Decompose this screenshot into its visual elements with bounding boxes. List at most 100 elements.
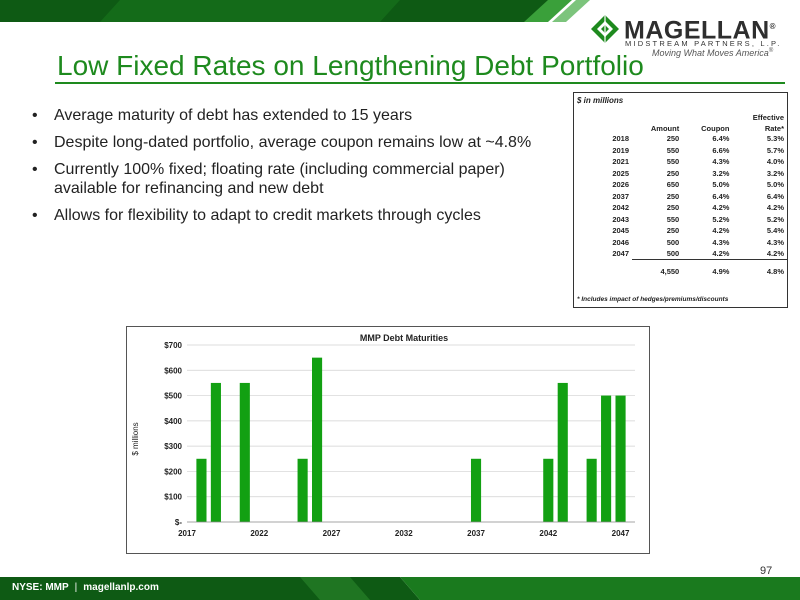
table-row: 2045 250 4.2% 5.4% [574,225,787,237]
x-tick-label: 2027 [323,529,341,538]
cell-coupon: 6.6% [712,145,730,155]
y-tick-label: $100 [164,493,182,502]
cell-coupon: 4.2% [712,203,730,213]
cell-rate: 6.4% [766,191,784,201]
bar-2043 [557,382,568,522]
cell-coupon: 4.3% [712,157,730,167]
bullet-list: • Average maturity of debt has extended t… [32,106,532,233]
cell-amount: 500 [666,249,680,258]
bar-2019 [210,382,221,522]
cell-coupon: 4.3% [712,237,730,247]
table-total-row: 4,550 4.9% 4.8% [574,259,787,277]
cell-year: 2042 [612,203,629,213]
cell-rate: 4.2% [766,203,784,213]
table-footnote: * Includes impact of hedges/premiums/dis… [577,296,729,303]
bullet-item: • Currently 100% fixed; floating rate (in… [32,161,505,197]
footer-separator: | [74,582,78,593]
cell-amount: 250 [666,134,680,144]
bar-2046 [601,395,612,522]
x-tick-label: 2022 [250,529,268,538]
cell-coupon: 5.2% [712,214,730,224]
debt-maturities-chart: MMP Debt Maturities $ millions $- $100 $20… [126,326,650,554]
table-row: 2018 250 6.4% 5.3% [574,133,787,145]
x-tick-label: 2037 [467,529,485,538]
chart-svg: MMP Debt Maturities $ millions $- $100 $20… [131,333,635,538]
y-tick-label: $400 [164,417,182,426]
cell-coupon: 6.4% [712,191,730,201]
cell-year: 2025 [612,168,629,178]
header-rate-line1: Effective [752,113,784,122]
y-tick-label: $200 [164,467,182,476]
cell-amount: 650 [666,180,680,190]
logo-name: MAGELLAN® [624,16,777,45]
bar-2037 [470,458,482,522]
bullet-item: • Allows for flexibility to adapt to cred… [32,207,481,224]
cell-rate: 5.7% [766,145,784,155]
cell-rate: 5.3% [766,134,784,144]
footer-website[interactable]: magellanlp.com [83,582,159,593]
bar-2018 [196,458,207,522]
y-tick-label: $500 [164,392,182,401]
bar-2047 [615,395,626,522]
cell-rate: 3.2% [766,168,784,178]
cell-amount: 250 [666,226,680,236]
x-tick-label: 2032 [395,529,413,538]
cell-rate: 4.2% [766,249,784,258]
cell-year: 2019 [612,145,629,155]
total-rate: 4.8% [732,259,787,276]
magellan-diamond-icon [591,15,619,43]
magellan-logo: MAGELLAN® MIDSTREAM PARTNERS, L.P. Movin… [590,12,795,58]
logo-tagline: Moving What Moves America® [652,48,774,58]
header-blank [682,111,732,122]
header-rate-line2: Rate* [764,124,784,133]
total-coupon: 4.9% [682,259,733,276]
cell-amount: 550 [666,157,680,167]
y-tick-label: $700 [164,341,182,350]
cell-rate: 5.0% [766,180,784,190]
cell-year: 2018 [612,134,629,144]
y-tick-label: $300 [164,442,182,451]
table-body: 2018 250 6.4% 5.3% 2019 550 6.6% 5.7% 2021 550 4.3… [574,133,787,276]
title-underline [55,82,785,84]
table-row: 2042 250 4.2% 4.2% [574,202,787,214]
table-caption: $ in millions [577,96,624,105]
bar-2045 [586,458,597,522]
total-amount: 4,550 [632,259,683,276]
cell-coupon: 4.2% [712,226,730,236]
cell-coupon: 4.2% [712,249,730,258]
cell-rate: 4.0% [766,157,784,167]
bullet-item: • Despite long-dated portfolio, average c… [32,134,532,151]
bullet-item: • Average maturity of debt has extended t… [32,107,413,124]
y-tick-label: $600 [164,366,182,375]
cell-rate: 4.3% [766,237,784,247]
footer-band [0,577,800,600]
header-band [0,0,800,22]
cell-year: 2026 [612,180,629,190]
cell-year: 2037 [612,191,629,201]
cell-blank [574,260,632,277]
cell-year: 2046 [612,237,629,247]
cell-amount: 550 [666,145,680,155]
cell-year: 2045 [612,226,629,236]
bar-2021 [239,382,250,522]
cell-year: 2043 [612,214,629,224]
table-row: 2019 550 6.6% 5.7% [574,145,787,157]
cell-year: 2047 [612,249,629,259]
y-tick-label: $- [175,518,182,527]
cell-coupon: 6.4% [712,134,730,144]
logo-subtitle: MIDSTREAM PARTNERS, L.P. [625,39,782,48]
header-blank [574,111,632,122]
page-title: Low Fixed Rates on Lengthening Debt Port… [57,50,644,81]
footer-ticker: NYSE: MMP [12,582,69,593]
cell-amount: 250 [666,203,680,213]
cell-amount: 500 [666,237,680,247]
cell-amount: 550 [666,214,680,224]
table-row: 2026 650 5.0% 5.0% [574,179,787,191]
bar-2042 [543,458,554,522]
table-row: 2025 250 3.2% 3.2% [574,168,787,180]
cell-rate: 5.2% [766,214,784,224]
table-row: 2037 250 6.4% 6.4% [574,191,787,203]
header-amount: Amount [650,124,680,133]
cell-rate: 5.4% [766,226,784,236]
x-tick-label: 2042 [539,529,557,538]
